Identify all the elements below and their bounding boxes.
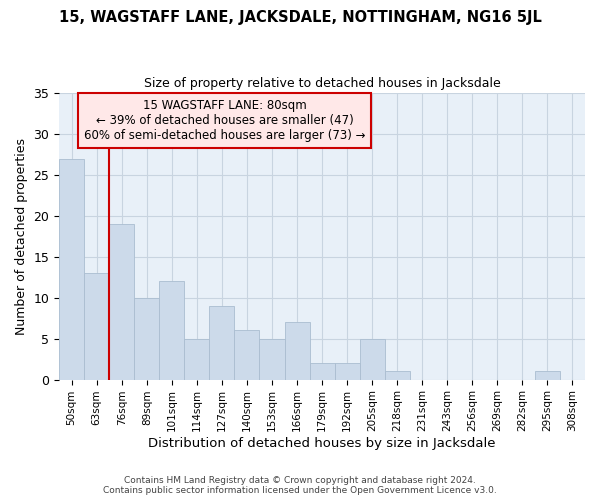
Bar [109,224,134,380]
Text: Contains HM Land Registry data © Crown copyright and database right 2024.
Contai: Contains HM Land Registry data © Crown c… [103,476,497,495]
Title: Size of property relative to detached houses in Jacksdale: Size of property relative to detached ho… [144,78,500,90]
X-axis label: Distribution of detached houses by size in Jacksdale: Distribution of detached houses by size … [148,437,496,450]
Text: 15 WAGSTAFF LANE: 80sqm
← 39% of detached houses are smaller (47)
60% of semi-de: 15 WAGSTAFF LANE: 80sqm ← 39% of detache… [84,99,365,142]
Y-axis label: Number of detached properties: Number of detached properties [15,138,28,335]
Bar [184,338,209,380]
Bar [160,282,184,380]
Bar [385,372,410,380]
Bar [209,306,235,380]
Bar [310,363,335,380]
Bar [259,338,284,380]
Bar [134,298,160,380]
Bar [84,273,109,380]
Bar [535,372,560,380]
Bar [284,322,310,380]
Bar [235,330,259,380]
Bar [359,338,385,380]
Text: 15, WAGSTAFF LANE, JACKSDALE, NOTTINGHAM, NG16 5JL: 15, WAGSTAFF LANE, JACKSDALE, NOTTINGHAM… [59,10,541,25]
Bar [59,158,84,380]
Bar [335,363,359,380]
